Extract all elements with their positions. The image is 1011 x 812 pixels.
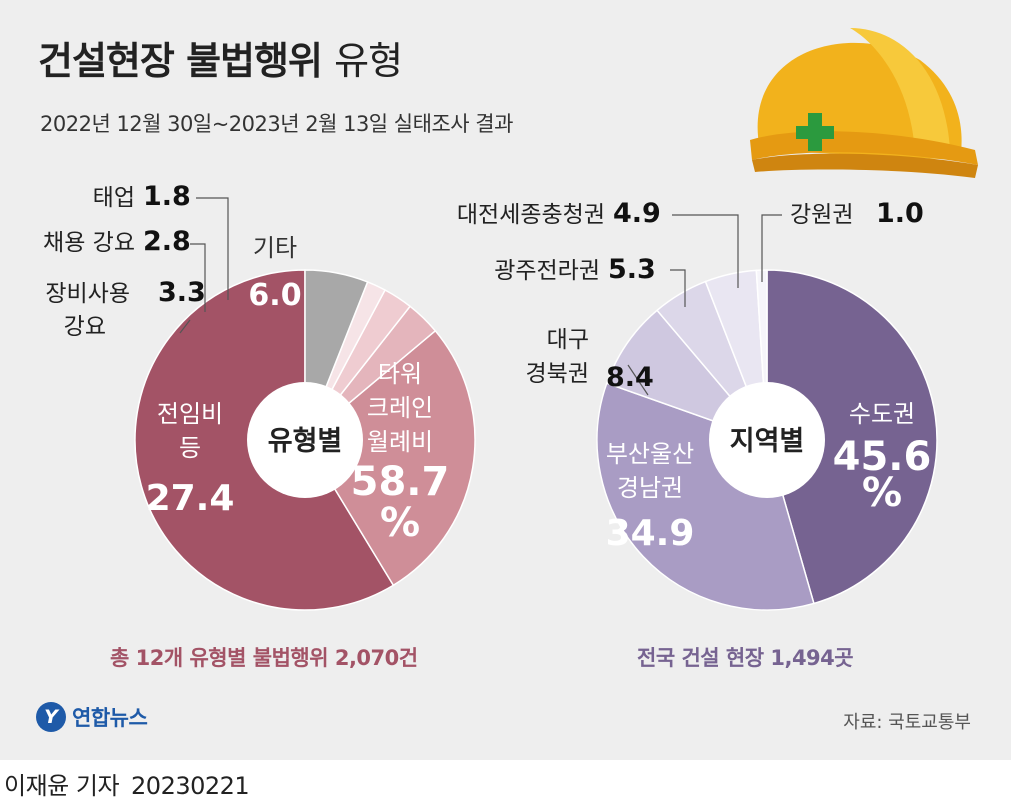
reporter-name: 이재윤 기자 [4, 772, 120, 800]
page-title: 건설현장 불법행위 유형 [38, 30, 403, 85]
slice-label-타워-크레인-월례비-line2: 월례비 [367, 428, 433, 456]
hard-hat-icon [750, 28, 978, 178]
leader-line-대전세종충청권 [672, 214, 739, 288]
title-light: 유형 [334, 39, 403, 83]
slice-unit-타워-크레인-월례비: % [380, 500, 420, 546]
total-label-type: 총 12개 유형별 불법행위 2,070건 [110, 646, 418, 670]
slice-label-대전세종충청권: 대전세종충청권 [457, 202, 605, 228]
title-main: 건설현장 불법행위 [38, 39, 323, 83]
slice-label-부산울산-경남권-line0: 부산울산 [606, 440, 694, 468]
donut-hole [247, 382, 363, 498]
slice-value-장비사용-강요: 3.3 [158, 277, 206, 308]
slice-value-대전세종충청권: 4.9 [613, 198, 661, 229]
center-label: 지역별 [730, 426, 805, 457]
total-label-region: 전국 건설 현장 1,494곳 [637, 646, 854, 670]
slice-label-장비사용-강요-line0: 장비사용 [45, 281, 130, 307]
credit-line: 이재윤 기자 20230221 [4, 766, 250, 801]
leader-line-강원권 [761, 214, 782, 282]
slice-value-부산울산-경남권: 34.9 [606, 513, 695, 554]
slice-value-타워-크레인-월례비: 58.7 [351, 459, 450, 505]
slice-label-태업: 태업 [93, 185, 135, 211]
slice-value-대구-경북권: 8.4 [606, 362, 654, 393]
slice-label-채용-강요: 채용 강요 [43, 230, 135, 256]
slice-value-광주전라권: 5.3 [608, 254, 656, 285]
slice-label-타워-크레인-월례비-line0: 타워 [378, 360, 422, 388]
slice-수도권 [766, 269, 938, 605]
slice-label-타워-크레인-월례비-line1: 크레인 [367, 394, 433, 422]
logo-text: 연합뉴스 [72, 706, 148, 730]
logo-mark: Y [36, 702, 66, 732]
slice-value-강원권: 1.0 [876, 198, 924, 229]
slice-전임비-등-강요 [304, 329, 476, 587]
source-label: 자료: 국토교통부 [843, 712, 971, 733]
donut-hole [709, 382, 825, 498]
slice-label-기타: 기타 [253, 234, 297, 262]
leader-line-장비사용-강요 [179, 319, 191, 334]
publish-date: 20230221 [131, 772, 250, 800]
slice-label-장비사용-강요-line1: 강요 [64, 314, 106, 340]
subtitle: 2022년 12월 30일~2023년 2월 13일 실태조사 결과 [40, 112, 513, 136]
leader-line-대구-경북권 [627, 364, 649, 396]
leader-line-채용-강요 [190, 243, 206, 312]
slice-label-부산울산-경남권-line1: 경남권 [617, 474, 683, 502]
leader-line-광주전라권 [670, 269, 686, 307]
slice-value-전임비-등-강요: 27.4 [146, 478, 235, 519]
slice-value-채용-강요: 2.8 [143, 226, 191, 257]
slice-label-대구-경북권-line0: 대구 [547, 327, 589, 353]
slice-value-태업: 1.8 [143, 181, 191, 212]
leader-line-태업 [196, 197, 229, 300]
center-label: 유형별 [268, 426, 343, 457]
slice-value-기타: 6.0 [248, 278, 301, 313]
slice-label-대구-경북권-line1: 경북권 [526, 361, 589, 387]
slice-label-전임비-등-강요-line1: 등 [179, 434, 201, 462]
yonhap-logo: Y 연합뉴스 [36, 700, 148, 734]
slice-label-수도권: 수도권 [849, 400, 915, 428]
slice-label-광주전라권: 광주전라권 [494, 258, 600, 284]
slice-unit-수도권: % [862, 470, 902, 516]
slice-label-강원권: 강원권 [790, 202, 853, 228]
slice-value-수도권: 45.6 [833, 434, 932, 480]
slice-label-전임비-등-강요-line0: 전임비 [157, 400, 223, 428]
